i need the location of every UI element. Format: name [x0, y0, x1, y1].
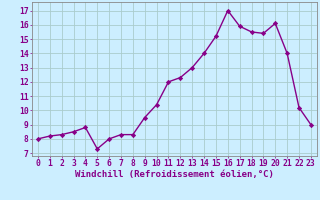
X-axis label: Windchill (Refroidissement éolien,°C): Windchill (Refroidissement éolien,°C) — [75, 170, 274, 179]
